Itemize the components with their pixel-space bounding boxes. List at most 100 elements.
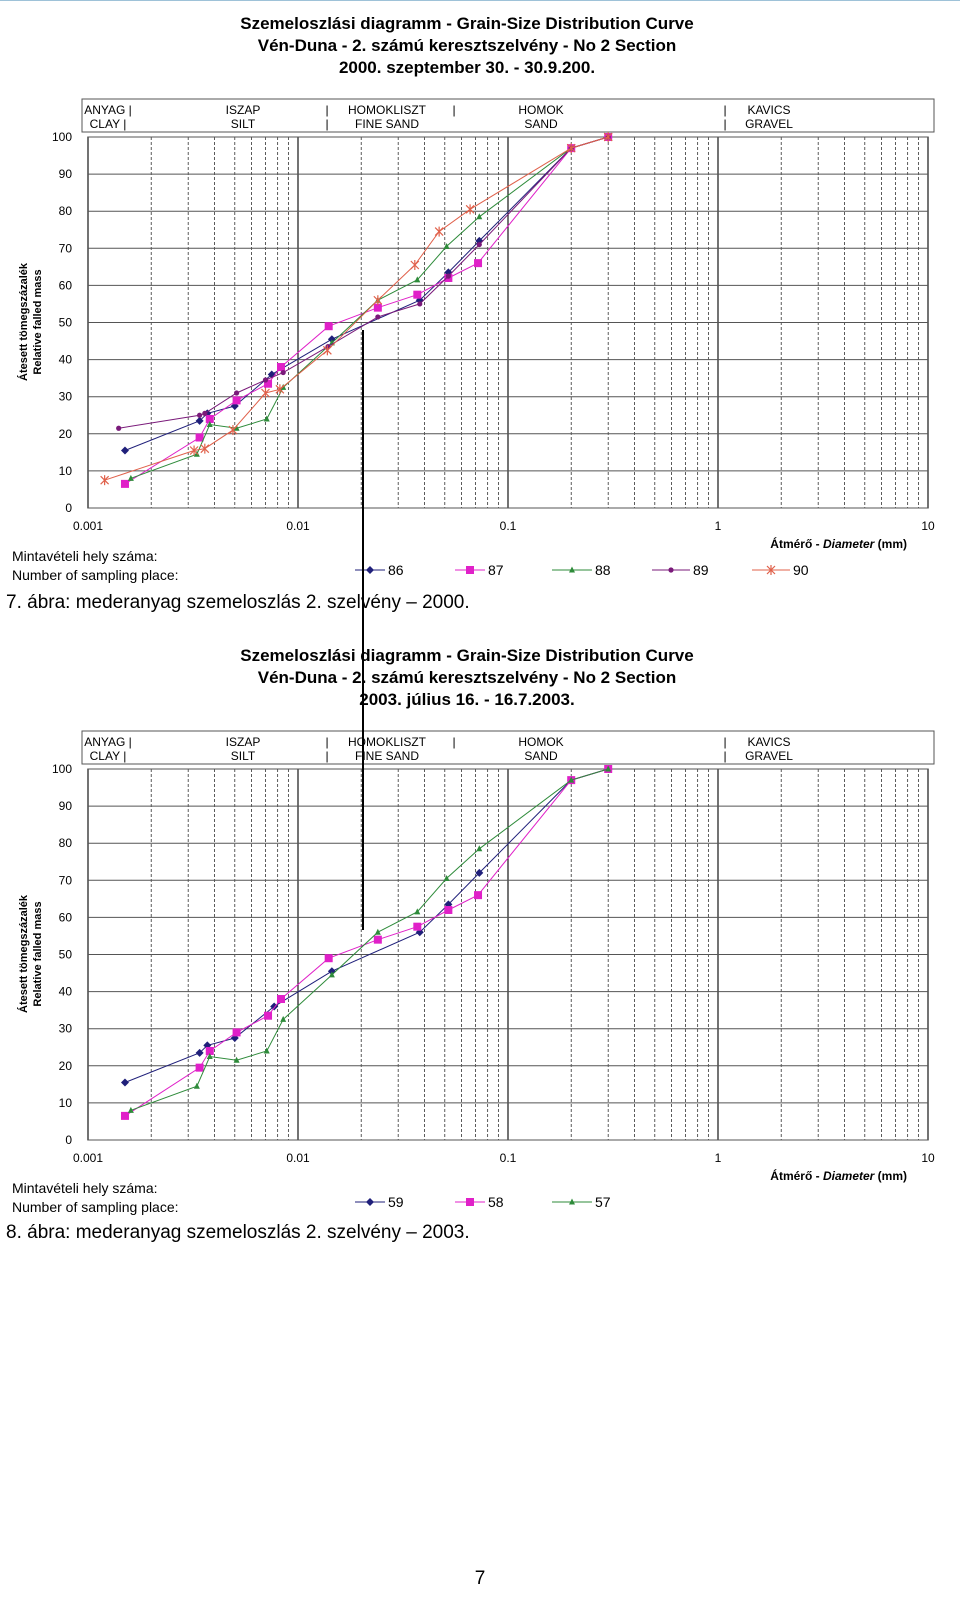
y-axis-label-en: Relative falled mass [32, 901, 44, 1006]
data-point [277, 995, 286, 1004]
data-point [127, 474, 134, 481]
y-axis-label-en: Relative falled mass [32, 269, 44, 374]
chart-date: 2000. szeptember 30. - 30.9.200. [339, 58, 595, 77]
x-axis-label-unit: (mm) [874, 537, 907, 551]
data-point [205, 1046, 214, 1055]
zone-label-en: GRAVEL [745, 117, 793, 131]
y-tick-label: 0 [65, 501, 72, 515]
y-axis-label-hu: Átesett tömegszázalék [17, 894, 30, 1013]
data-point [120, 1111, 129, 1120]
chart-svg-2003: Szemeloszlási diagramm - Grain-Size Dist… [12, 646, 935, 1215]
legend-entry-88: 88 [552, 562, 611, 578]
x-axis-label-prefix: Átmérő - [770, 1168, 823, 1183]
x-tick-label: 0.01 [286, 519, 310, 533]
zone-label-hu: ISZAP [226, 103, 261, 117]
legend-title-hu: Mintavételi hely száma: [12, 548, 158, 564]
legend-label: 59 [388, 1194, 404, 1210]
data-point [120, 1078, 129, 1087]
series-57 [127, 765, 612, 1113]
data-point [413, 290, 422, 299]
zone-label-hu: HOMOKLISZT [348, 735, 427, 749]
data-point [605, 765, 612, 772]
data-point [205, 414, 214, 423]
data-point [233, 390, 240, 396]
data-point [202, 410, 208, 416]
data-point [373, 935, 382, 944]
data-point [233, 424, 240, 431]
zone-label-en: | [723, 117, 726, 131]
grain-size-chart-2003: Szemeloszlási diagramm - Grain-Size Dist… [0, 632, 960, 1222]
y-axis-label: Átesett tömegszázalék Relative falled mas… [17, 894, 44, 1013]
data-point [474, 891, 483, 900]
zone-label-hu: HOMOK [518, 103, 563, 117]
legend-marker [569, 1198, 575, 1205]
legend-label: 58 [488, 1194, 504, 1210]
y-tick-label: 90 [59, 167, 73, 181]
chart-title: Szemeloszlási diagramm - Grain-Size Dist… [240, 646, 693, 665]
data-point [410, 259, 420, 270]
zone-label-en: FINE SAND [355, 117, 419, 131]
y-tick-label: 50 [59, 316, 73, 330]
data-point [195, 1063, 204, 1072]
legend-title-en: Number of sampling place: [12, 1199, 179, 1215]
data-point [443, 242, 450, 249]
y-tick-label: 30 [59, 390, 73, 404]
x-tick-label: 10 [921, 1151, 935, 1165]
y-tick-label: 60 [59, 910, 73, 924]
legend-marker [766, 565, 776, 575]
x-axis-label-unit: (mm) [874, 1169, 907, 1183]
data-point [280, 369, 286, 376]
zone-label-en: CLAY | [90, 749, 127, 763]
zone-label-hu: | [723, 103, 726, 117]
page-number: 7 [474, 1568, 486, 1589]
data-point [195, 1048, 204, 1057]
zone-label-en: GRAVEL [745, 749, 793, 763]
legend-entry-90: 90 [752, 562, 809, 578]
x-tick-label: 0.1 [500, 1151, 517, 1165]
data-point [127, 1106, 134, 1113]
legend-entry-89: 89 [652, 562, 709, 578]
legend-marker [569, 566, 575, 573]
data-point [322, 345, 332, 356]
legend-marker [466, 1198, 474, 1206]
zone-label-hu: | [723, 735, 726, 749]
x-tick-label: 1 [715, 1151, 722, 1165]
legend-entry-59: 59 [355, 1194, 404, 1210]
data-point [414, 908, 421, 915]
y-tick-label: 50 [59, 948, 73, 962]
chart-subtitle: Vén-Duna - 2. számú keresztszelvény - No… [258, 36, 677, 55]
figure-caption-7: 7. ábra: mederanyag szemeloszlás 2. szel… [6, 592, 470, 613]
y-tick-label: 90 [59, 799, 73, 813]
chart-title: Szemeloszlási diagramm - Grain-Size Dist… [240, 14, 693, 33]
zone-label-en: SILT [231, 749, 256, 763]
zone-label-hu: ANYAG | [84, 735, 132, 749]
page-top-rule [0, 0, 960, 1]
y-tick-label: 80 [59, 204, 73, 218]
y-tick-label: 10 [59, 1096, 73, 1110]
zone-label-en: SAND [524, 749, 558, 763]
data-point [263, 1047, 270, 1054]
data-point [374, 928, 381, 935]
data-point [195, 416, 204, 425]
data-point [373, 295, 383, 306]
x-axis-label: Átmérő - Diameter (mm) [770, 1168, 907, 1183]
legend-marker [668, 567, 674, 573]
data-point [116, 425, 122, 431]
zone-label-hu: KAVICS [747, 103, 790, 117]
data-point [444, 900, 453, 909]
y-tick-label: 70 [59, 873, 73, 887]
legend-title-en: Number of sampling place: [12, 567, 179, 583]
legend-label: 86 [388, 562, 404, 578]
data-point [200, 443, 210, 454]
x-axis-label-italic: Diameter [823, 537, 876, 551]
data-point [197, 412, 203, 418]
data-point [413, 922, 422, 931]
y-tick-label: 40 [59, 985, 73, 999]
zone-label-hu: HOMOK [518, 735, 563, 749]
data-point [324, 322, 333, 331]
legend-entry-86: 86 [355, 562, 404, 578]
zone-label-hu: ANYAG | [84, 103, 132, 117]
zone-label-en: CLAY | [90, 117, 127, 131]
x-tick-label: 0.01 [286, 1151, 310, 1165]
annotation-vertical-line [362, 330, 364, 930]
